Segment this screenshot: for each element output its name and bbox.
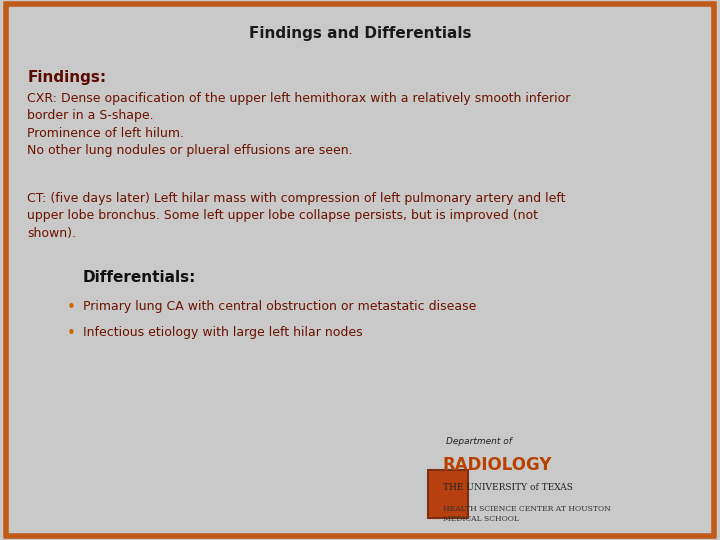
Text: Differentials:: Differentials: <box>83 270 196 285</box>
Text: THE UNIVERSITY of TEXAS: THE UNIVERSITY of TEXAS <box>443 483 572 492</box>
Text: CXR: Dense opacification of the upper left hemithorax with a relatively smooth i: CXR: Dense opacification of the upper le… <box>27 92 571 157</box>
FancyBboxPatch shape <box>6 4 714 536</box>
Text: Findings:: Findings: <box>27 70 107 85</box>
Text: Findings and Differentials: Findings and Differentials <box>248 26 472 41</box>
Text: RADIOLOGY: RADIOLOGY <box>443 456 552 474</box>
Text: HEALTH SCIENCE CENTER AT HOUSTON
MEDICAL SCHOOL: HEALTH SCIENCE CENTER AT HOUSTON MEDICAL… <box>443 505 611 523</box>
Text: Primary lung CA with central obstruction or metastatic disease: Primary lung CA with central obstruction… <box>83 300 476 313</box>
Text: •: • <box>67 326 76 341</box>
FancyBboxPatch shape <box>428 470 468 518</box>
Text: •: • <box>67 300 76 315</box>
Text: CT: (five days later) Left hilar mass with compression of left pulmonary artery : CT: (five days later) Left hilar mass wi… <box>27 192 566 240</box>
Text: Department of: Department of <box>446 437 512 447</box>
Text: Infectious etiology with large left hilar nodes: Infectious etiology with large left hila… <box>83 326 362 339</box>
